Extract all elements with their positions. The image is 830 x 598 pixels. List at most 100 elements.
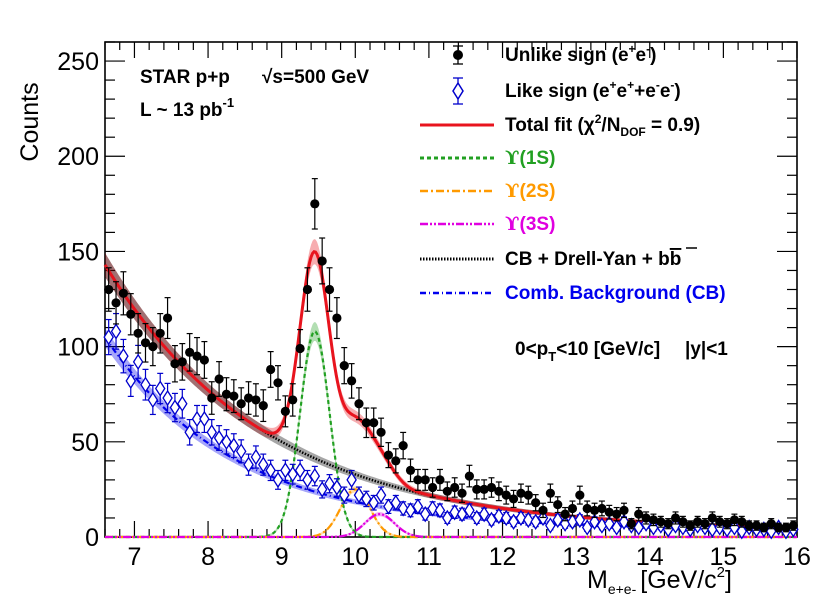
y-tick-label: 150 bbox=[57, 238, 99, 266]
unlike-marker bbox=[280, 406, 290, 416]
unlike-point bbox=[715, 515, 725, 528]
unlike-marker bbox=[553, 500, 563, 510]
lu-e: ) bbox=[650, 45, 656, 66]
unlike-point bbox=[383, 442, 394, 469]
y-tick-label: 50 bbox=[71, 429, 99, 457]
unlike-marker bbox=[751, 520, 762, 531]
kinematics-label: 0<pT<10 [GeV/c] bbox=[515, 339, 660, 364]
unlike-point bbox=[560, 506, 570, 522]
unlike-marker bbox=[508, 494, 519, 504]
like-marker bbox=[434, 502, 446, 519]
like-point bbox=[493, 507, 505, 525]
unlike-marker bbox=[104, 284, 114, 295]
x-axis-title-close: ] bbox=[725, 566, 732, 594]
unlike-point bbox=[634, 506, 644, 522]
like-point bbox=[132, 344, 144, 379]
like-marker bbox=[486, 511, 497, 529]
legend-comb-label: Comb. Background (CB) bbox=[505, 283, 726, 304]
like-point bbox=[471, 509, 483, 527]
legend-cbdy-label: CB + Drell-Yan + bb bbox=[505, 249, 681, 270]
like-marker bbox=[125, 372, 137, 390]
unlike-point bbox=[722, 518, 732, 530]
x-tick-label: 11 bbox=[416, 543, 442, 571]
unlike-marker bbox=[251, 395, 261, 405]
unlike-point bbox=[162, 297, 173, 340]
unlike-marker bbox=[288, 395, 298, 405]
like-marker bbox=[736, 523, 748, 540]
unlike-marker bbox=[670, 513, 681, 523]
ll-s1: + bbox=[610, 78, 617, 92]
unlike-marker bbox=[781, 522, 791, 533]
lu-s1: + bbox=[629, 42, 636, 56]
lt-s1: 2 bbox=[595, 112, 602, 126]
unlike-point bbox=[442, 481, 452, 502]
unlike-point bbox=[457, 483, 467, 503]
like-point bbox=[383, 498, 394, 515]
like-marker bbox=[272, 471, 284, 489]
unlike-marker bbox=[663, 519, 673, 529]
unlike-marker bbox=[501, 490, 511, 500]
unlike-marker bbox=[185, 347, 195, 357]
x-axis-title-sub: e+e- bbox=[608, 581, 637, 597]
lc-t: CB + Drell-Yan + b bbox=[505, 249, 670, 270]
unlike-point bbox=[236, 387, 246, 421]
unlike-marker bbox=[538, 505, 548, 515]
unlike-marker bbox=[376, 427, 386, 437]
unlike-point bbox=[656, 515, 666, 528]
axis-ticks bbox=[104, 41, 798, 538]
like-point bbox=[552, 511, 564, 529]
ll-m: e bbox=[617, 81, 628, 102]
like-marker bbox=[324, 475, 335, 492]
unlike-marker bbox=[177, 357, 187, 367]
unlike-marker bbox=[641, 513, 651, 523]
unlike-marker bbox=[715, 517, 725, 527]
like-sign-points bbox=[103, 312, 799, 540]
unlike-point bbox=[619, 502, 629, 519]
like-marker bbox=[258, 456, 269, 473]
ll-s3: - bbox=[656, 78, 660, 92]
like-point bbox=[508, 513, 519, 530]
like-point bbox=[110, 312, 122, 350]
unlike-point bbox=[648, 513, 659, 527]
kin-sub: T bbox=[548, 349, 556, 364]
unlike-point bbox=[391, 448, 401, 474]
unlike-point bbox=[751, 520, 762, 531]
like-marker bbox=[103, 328, 114, 346]
like-marker bbox=[478, 505, 490, 523]
unlike-point bbox=[670, 511, 681, 525]
like-point bbox=[331, 478, 343, 497]
unlike-point bbox=[501, 485, 511, 505]
unlike-point bbox=[641, 511, 651, 525]
unlike-marker bbox=[729, 515, 740, 525]
lt-sub: DOF bbox=[620, 125, 645, 139]
unlike-marker bbox=[737, 517, 747, 527]
legend-entry-total-fit: Total fit (χ2/NDOF = 0.9) bbox=[420, 112, 700, 139]
x-tick-label: 14 bbox=[636, 543, 664, 571]
lt-e: = 0.9) bbox=[646, 115, 700, 136]
like-marker bbox=[589, 513, 600, 530]
like-point bbox=[523, 511, 534, 529]
unlike-point bbox=[781, 522, 791, 533]
lumi-prefix: L ~ 13 pb bbox=[140, 100, 223, 121]
unlike-marker bbox=[133, 328, 143, 338]
like-point bbox=[633, 519, 644, 536]
ll-s4: - bbox=[670, 78, 674, 92]
like-point bbox=[213, 425, 225, 451]
unlike-point bbox=[663, 518, 673, 530]
like-point bbox=[272, 469, 284, 490]
unlike-marker bbox=[221, 389, 232, 399]
like-point bbox=[574, 511, 586, 529]
like-point bbox=[530, 513, 541, 530]
like-point bbox=[464, 502, 475, 519]
x-tick-label: 12 bbox=[489, 543, 517, 571]
unlike-marker bbox=[413, 475, 423, 485]
unlike-point bbox=[494, 481, 504, 502]
unlike-point bbox=[523, 485, 533, 505]
unlike-marker bbox=[523, 490, 533, 500]
like-marker bbox=[456, 505, 468, 523]
kin-rest: <10 [GeV/c] bbox=[556, 339, 660, 360]
like-marker bbox=[154, 380, 166, 397]
like-point bbox=[604, 515, 615, 532]
unlike-marker bbox=[619, 505, 629, 515]
